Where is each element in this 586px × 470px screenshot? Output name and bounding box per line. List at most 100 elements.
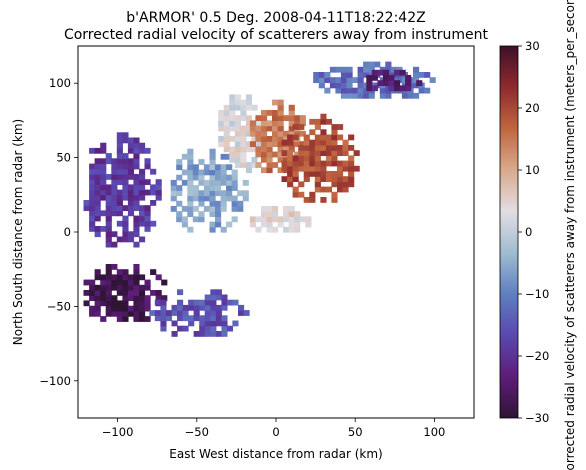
velocity-cell — [277, 141, 284, 148]
velocity-cell — [127, 279, 135, 286]
velocity-cell — [218, 141, 225, 148]
velocity-cell — [150, 168, 157, 175]
velocity-cell — [122, 274, 129, 281]
velocity-cell — [313, 77, 320, 84]
plot-area — [77, 45, 475, 419]
velocity-cell — [94, 305, 101, 312]
velocity-cell — [335, 82, 342, 89]
velocity-cell — [198, 211, 205, 218]
velocity-cell — [277, 151, 284, 158]
velocity-cell — [133, 279, 140, 286]
velocity-cell — [105, 241, 112, 248]
velocity-cell — [223, 130, 230, 137]
velocity-cell — [220, 200, 227, 207]
velocity-cell — [127, 295, 135, 302]
velocity-cell — [229, 94, 236, 101]
velocity-cell — [261, 211, 268, 218]
velocity-cell — [331, 155, 338, 162]
velocity-cell — [266, 156, 273, 163]
velocity-cell — [133, 290, 140, 296]
velocity-cell — [314, 150, 321, 157]
velocity-cell — [133, 184, 140, 191]
velocity-cell — [220, 153, 227, 160]
velocity-cell — [303, 171, 310, 177]
velocity-cell — [399, 85, 406, 92]
velocity-cell — [352, 92, 359, 99]
velocity-cell — [283, 206, 290, 212]
velocity-cell — [139, 189, 146, 196]
velocity-cell — [287, 150, 294, 157]
velocity-cell — [399, 69, 406, 76]
velocity-cell — [89, 284, 96, 291]
velocity-cell — [133, 158, 140, 165]
velocity-cell — [89, 310, 96, 317]
velocity-cell — [298, 160, 305, 167]
velocity-cell — [220, 195, 227, 202]
velocity-cell — [382, 75, 390, 81]
velocity-cell — [325, 186, 333, 193]
velocity-cell — [198, 190, 205, 197]
velocity-cell — [413, 77, 420, 84]
velocity-cell — [94, 269, 101, 276]
velocity-cell — [314, 186, 321, 193]
velocity-cell — [240, 115, 247, 122]
velocity-cell — [100, 163, 107, 170]
velocity-cell — [133, 310, 140, 317]
velocity-cell — [294, 115, 301, 122]
velocity-cell — [154, 310, 161, 316]
velocity-cell — [314, 145, 321, 151]
velocity-cell — [122, 236, 129, 243]
velocity-cell — [100, 226, 107, 232]
velocity-cell — [116, 137, 123, 144]
velocity-cell — [122, 168, 129, 175]
velocity-cell — [314, 181, 321, 188]
velocity-cell — [255, 226, 262, 233]
velocity-cell — [139, 310, 146, 317]
velocity-cell — [218, 136, 225, 142]
velocity-cell — [144, 205, 151, 212]
velocity-cell — [215, 294, 222, 301]
velocity-cell — [363, 92, 370, 99]
velocity-cell — [105, 290, 112, 296]
velocity-cell — [277, 130, 284, 137]
velocity-cell — [277, 115, 284, 122]
velocity-cell — [111, 174, 118, 180]
velocity-cell — [251, 162, 258, 168]
velocity-cell — [127, 310, 135, 317]
velocity-cell — [413, 92, 420, 99]
velocity-cell — [182, 304, 189, 311]
velocity-cell — [133, 220, 140, 227]
velocity-cell — [229, 120, 236, 127]
velocity-cell — [111, 274, 118, 281]
velocity-cell — [294, 151, 301, 158]
velocity-cell — [337, 181, 344, 188]
velocity-cell — [215, 221, 222, 228]
velocity-cell — [176, 174, 183, 181]
velocity-cell — [283, 226, 290, 233]
velocity-cell — [89, 189, 96, 196]
velocity-cell — [266, 146, 273, 153]
velocity-cell — [229, 115, 236, 122]
velocity-cell — [303, 134, 310, 141]
velocity-cell — [257, 141, 264, 148]
velocity-cell — [215, 200, 222, 207]
velocity-cell — [209, 211, 216, 218]
velocity-cell — [89, 200, 96, 206]
velocity-cell — [288, 110, 295, 116]
velocity-cell — [272, 115, 279, 122]
velocity-cell — [220, 226, 227, 233]
velocity-cell — [192, 174, 199, 181]
velocity-cell — [371, 85, 378, 92]
velocity-cell — [215, 164, 222, 171]
velocity-cell — [198, 159, 205, 165]
velocity-cell — [127, 142, 135, 149]
velocity-cell — [209, 153, 216, 160]
velocity-cell — [177, 325, 184, 332]
velocity-cell — [337, 171, 344, 177]
velocity-cell — [170, 195, 177, 202]
velocity-cell — [111, 305, 118, 312]
velocity-cell — [416, 80, 423, 87]
velocity-cell — [266, 221, 273, 228]
velocity-cell — [309, 160, 316, 167]
velocity-cell — [287, 155, 294, 162]
